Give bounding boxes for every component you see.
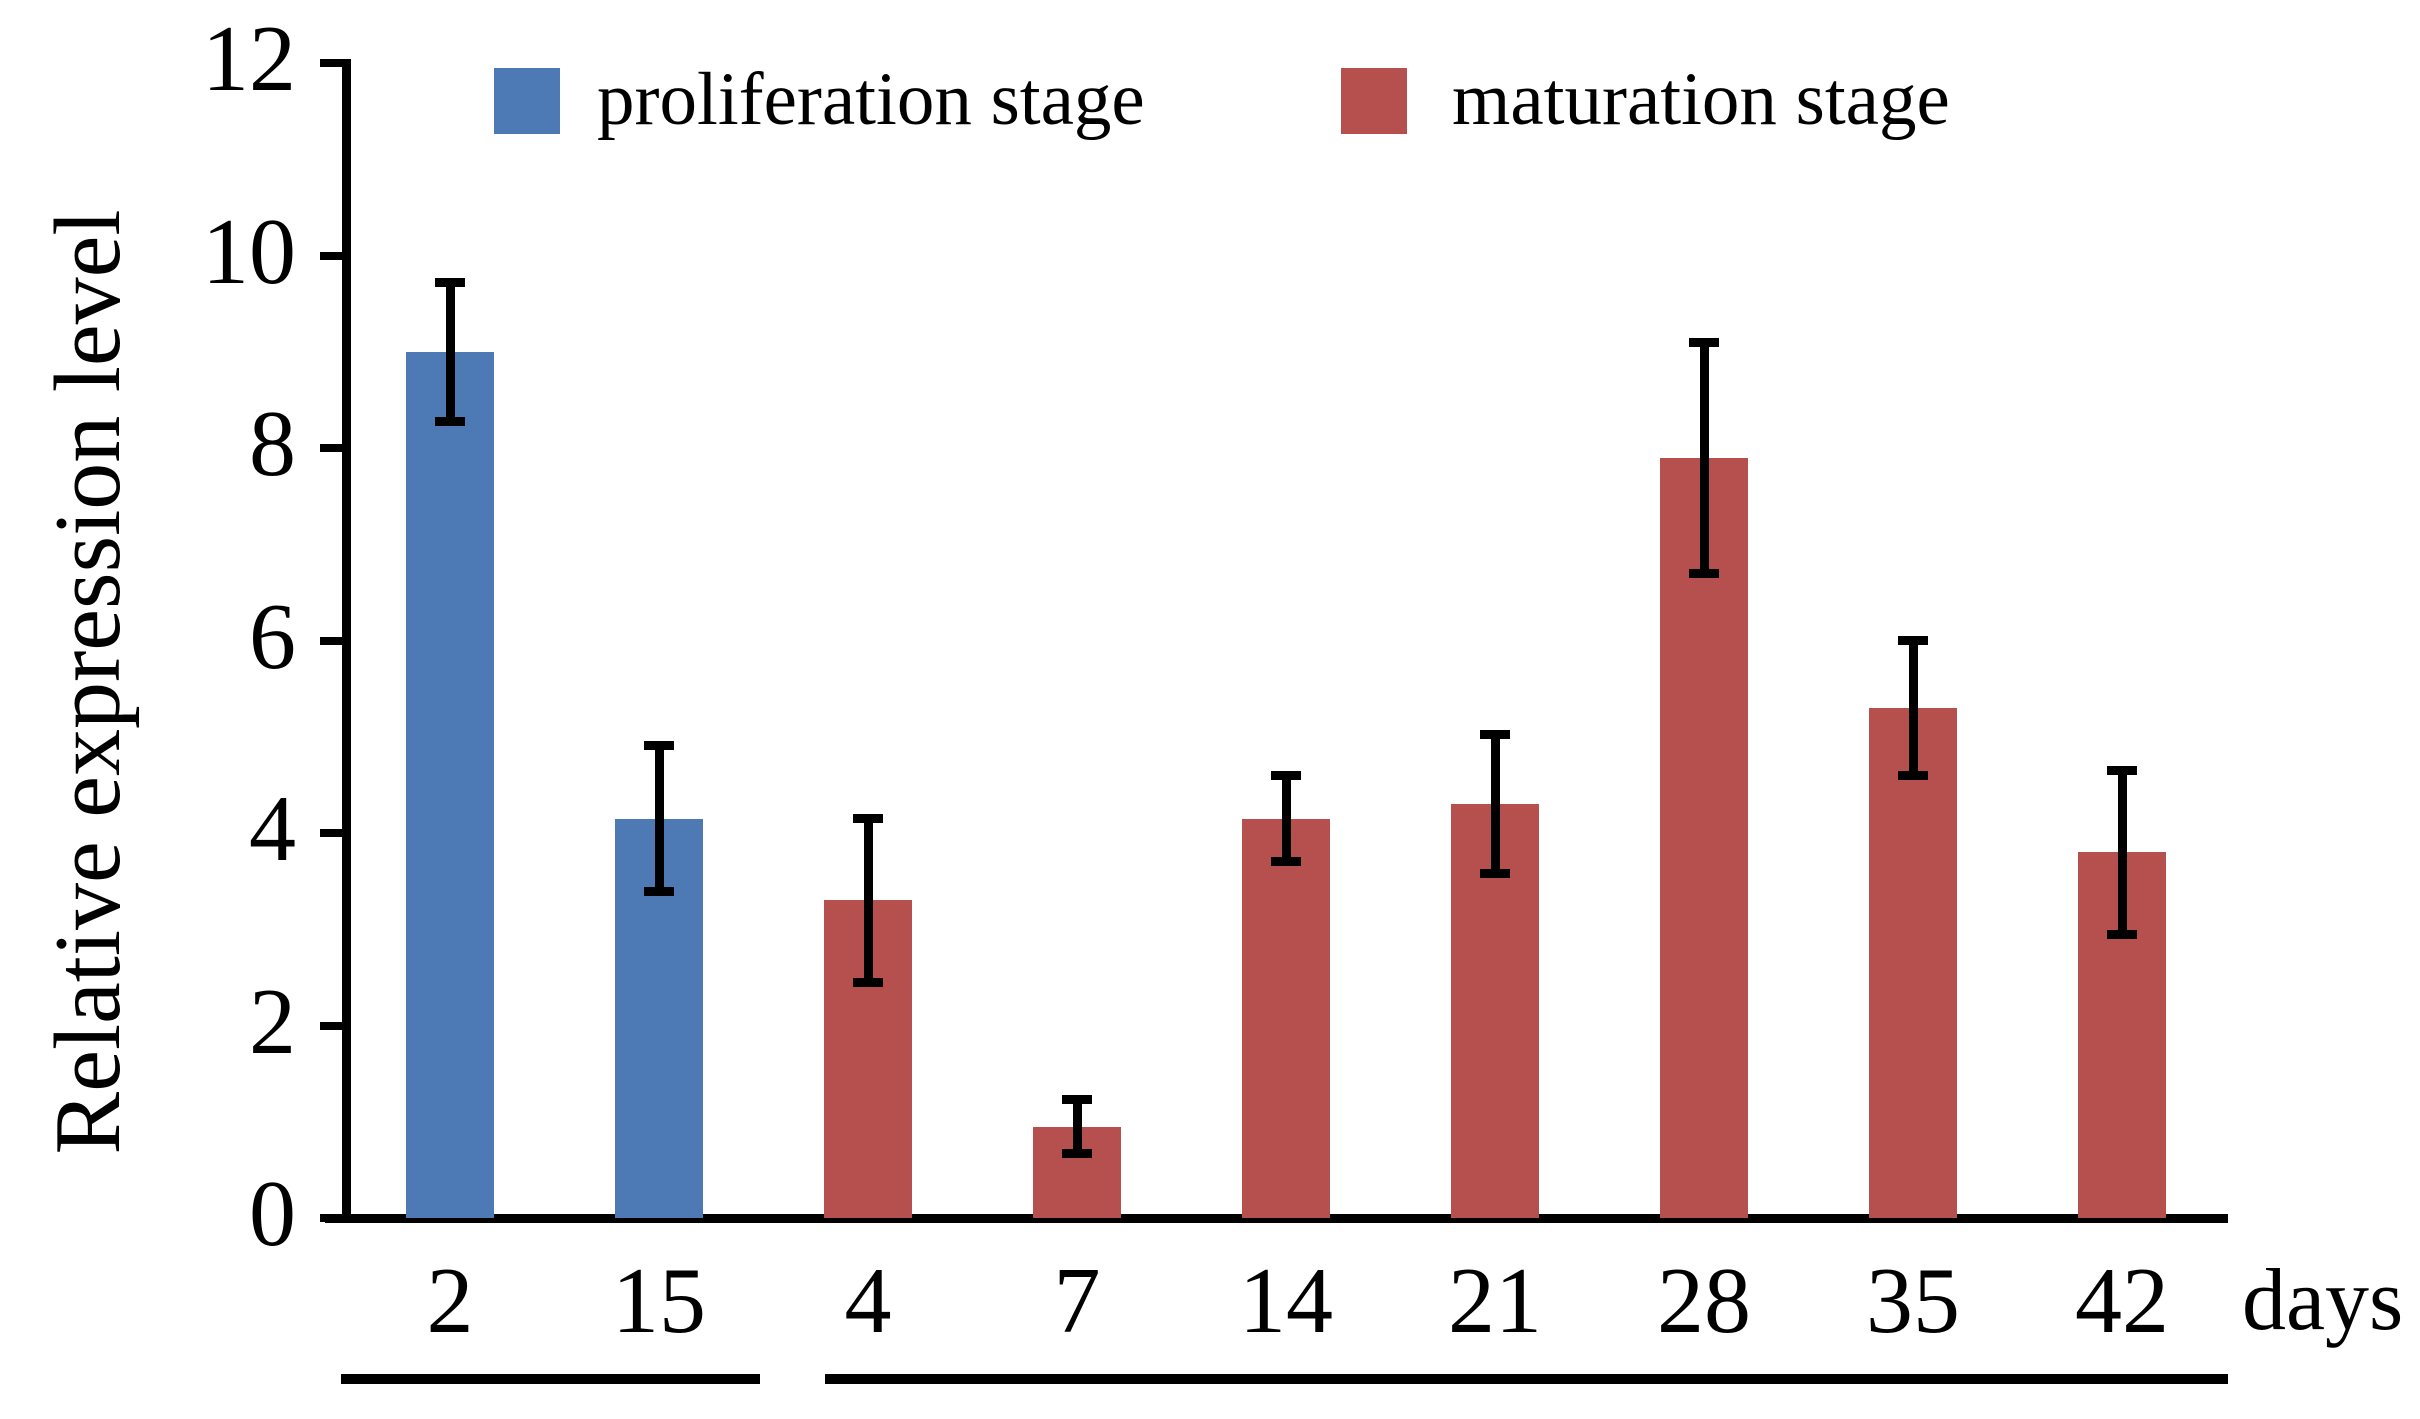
x-tick-label: 2 — [426, 1249, 474, 1353]
error-bar-cap-bottom — [1271, 857, 1301, 866]
error-bar-cap-bottom — [1480, 869, 1510, 878]
bar-day-2 — [406, 352, 494, 1218]
error-bar-cap-top — [1062, 1095, 1092, 1104]
x-tick-label: 21 — [1448, 1249, 1542, 1353]
bar-day-35 — [1869, 708, 1957, 1218]
y-tick-mark — [320, 444, 342, 452]
y-tick-mark — [320, 1214, 342, 1222]
error-bar-day-4 — [864, 819, 873, 983]
error-bar-cap-top — [435, 278, 465, 287]
error-bar-cap-top — [1898, 636, 1928, 645]
y-tick-mark — [320, 829, 342, 837]
error-bar-day-21 — [1491, 735, 1500, 874]
error-bar-cap-top — [644, 741, 674, 750]
y-tick-mark — [320, 59, 342, 67]
bar-day-14 — [1242, 819, 1330, 1218]
group-underline-proliferation-stage — [341, 1374, 760, 1384]
error-bar-day-7 — [1073, 1100, 1082, 1154]
x-tick-label: 7 — [1053, 1249, 1101, 1353]
error-bar-cap-bottom — [2107, 930, 2137, 939]
error-bar-cap-top — [1689, 338, 1719, 347]
error-bar-cap-bottom — [1062, 1149, 1092, 1158]
y-tick-mark — [320, 252, 342, 260]
error-bar-cap-top — [2107, 766, 2137, 775]
error-bar-cap-bottom — [1689, 569, 1719, 578]
error-bar-cap-top — [1271, 771, 1301, 780]
legend-label-proliferation-stage: proliferation stage — [597, 58, 1145, 141]
error-bar-day-42 — [2118, 770, 2127, 934]
x-tick-label: 4 — [844, 1249, 892, 1353]
error-bar-day-28 — [1700, 342, 1709, 573]
y-tick-label: 0 — [249, 1162, 296, 1266]
y-axis-line — [342, 59, 351, 1222]
y-tick-label: 4 — [249, 777, 296, 881]
error-bar-cap-bottom — [853, 978, 883, 987]
x-tick-label: 28 — [1657, 1249, 1751, 1353]
x-tick-label: 42 — [2075, 1249, 2169, 1353]
error-bar-cap-bottom — [435, 417, 465, 426]
y-tick-label: 12 — [202, 7, 296, 111]
legend-swatch-proliferation-stage — [494, 68, 560, 134]
y-tick-label: 10 — [202, 200, 296, 304]
error-bar-day-15 — [655, 745, 664, 891]
y-tick-mark — [320, 637, 342, 645]
error-bar-cap-top — [1480, 730, 1510, 739]
error-bar-cap-top — [853, 814, 883, 823]
error-bar-cap-bottom — [1898, 771, 1928, 780]
group-underline-maturation-stage — [825, 1374, 2228, 1384]
legend-swatch-maturation-stage — [1341, 68, 1407, 134]
legend-label-maturation-stage: maturation stage — [1452, 58, 1950, 141]
y-axis-title: Relative expression level — [36, 209, 140, 1155]
error-bar-day-2 — [446, 282, 455, 421]
y-tick-label: 2 — [249, 970, 296, 1074]
y-tick-label: 6 — [249, 585, 296, 689]
y-tick-label: 8 — [249, 392, 296, 496]
x-axis-line — [325, 1214, 2228, 1223]
error-bar-day-35 — [1909, 641, 1918, 776]
x-tick-label: 35 — [1866, 1249, 1960, 1353]
bar-day-28 — [1660, 458, 1748, 1218]
x-axis-unit-label: days — [2242, 1252, 2404, 1349]
error-bar-day-14 — [1282, 775, 1291, 862]
x-tick-label: 14 — [1239, 1249, 1333, 1353]
error-bar-cap-bottom — [644, 887, 674, 896]
y-tick-mark — [320, 1022, 342, 1030]
x-tick-label: 15 — [612, 1249, 706, 1353]
